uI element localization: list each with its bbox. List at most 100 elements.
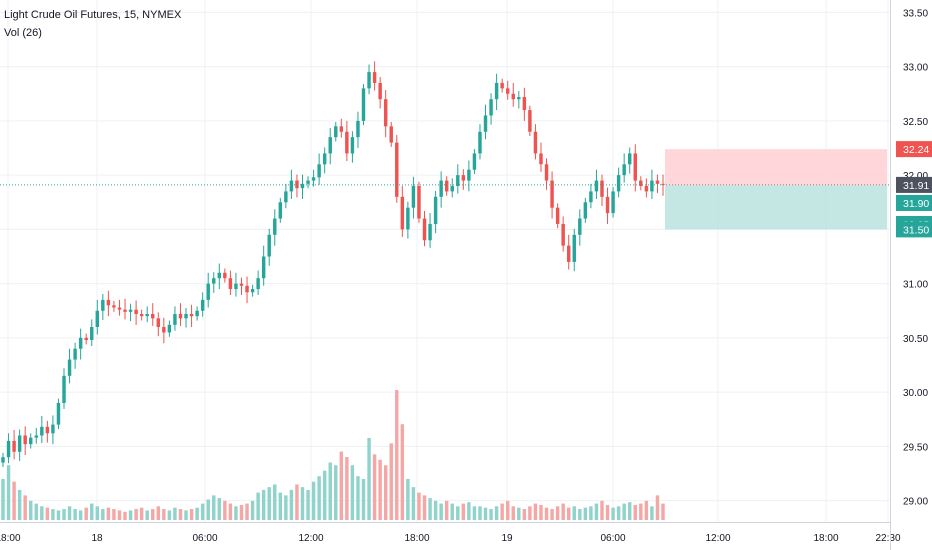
candle-body (101, 299, 105, 311)
volume-bar (189, 509, 194, 520)
candle-body (106, 299, 111, 306)
candle-body (378, 82, 382, 100)
stop-loss-zone (665, 149, 887, 186)
candle-body (139, 313, 144, 317)
volume-bar (628, 502, 632, 520)
candle-body (450, 185, 454, 192)
volume-bar (212, 495, 216, 520)
symbol-legend: Light Crude Oil Futures, 15, NYMEX (4, 9, 182, 21)
axis-price-label-last: 31.91 (903, 180, 929, 192)
volume-bar (62, 509, 66, 520)
volume-bar (511, 506, 515, 520)
volume-bar (417, 492, 421, 520)
candle-body (411, 185, 416, 208)
candle-body (428, 223, 432, 241)
volume-bar (555, 506, 560, 520)
candle-body (539, 153, 543, 165)
time-tick-label: 18:00 (404, 533, 429, 544)
axis-price-label-stop: 32.24 (903, 144, 929, 156)
candle-body (284, 191, 288, 203)
volume-bar (345, 457, 349, 520)
volume-bar (533, 503, 538, 520)
candle-body (73, 348, 77, 360)
time-tick-label: 22:30 (875, 533, 900, 544)
price-tick-label: 33.50 (903, 8, 928, 19)
volume-legend: Vol (26) (4, 27, 42, 39)
candle-body (78, 337, 83, 349)
volume-bar (383, 465, 388, 520)
volume-bar (578, 509, 582, 520)
candle-body (311, 177, 316, 181)
volume-bar (317, 476, 321, 520)
price-tick-label: 29.50 (903, 442, 928, 453)
volume-bar (228, 503, 233, 520)
candle-body (200, 299, 205, 311)
volume-bar (40, 506, 44, 520)
candle-body (62, 375, 66, 403)
candle-body (1, 457, 5, 463)
volume-bar (117, 510, 122, 520)
volume-bar (372, 454, 377, 520)
candle-body (117, 307, 122, 310)
candle-body (278, 202, 283, 219)
volume-bar (328, 462, 332, 520)
candle-body (12, 440, 16, 452)
candle-body (51, 424, 55, 434)
time-tick-label: 12:00 (298, 533, 323, 544)
volume-bar (106, 507, 111, 520)
candle-body (45, 426, 50, 434)
candle-body (622, 164, 626, 176)
candle-body (350, 137, 355, 154)
candle-body (406, 207, 410, 230)
candle-body (395, 142, 399, 197)
volume-bar (239, 504, 244, 520)
volume-bar (95, 506, 100, 520)
axis-price-label-target: 31.50 (903, 224, 929, 236)
candle-body (239, 283, 244, 286)
volume-bar (444, 500, 449, 520)
candle-body (589, 191, 593, 203)
candle-body (134, 309, 138, 314)
candle-body (616, 175, 621, 192)
candle-body (517, 97, 521, 100)
volume-bar (478, 506, 482, 520)
candle-body (605, 196, 610, 214)
candle-body (544, 164, 549, 181)
candle-body (295, 180, 299, 189)
volume-bar (350, 465, 355, 520)
volume-bar (406, 478, 410, 520)
volume-bar (334, 465, 338, 520)
volume-bar (356, 476, 360, 520)
volume-bar (483, 507, 488, 520)
volume-bar (633, 504, 637, 520)
candle-body (628, 153, 632, 165)
candle-body (661, 183, 665, 185)
time-tick-label: 19 (501, 533, 513, 544)
candle-body (23, 435, 27, 445)
volume-bar (539, 504, 543, 520)
candle-body (611, 191, 615, 214)
candle-body (167, 324, 172, 333)
volume-bar (339, 451, 344, 520)
candle-body (34, 435, 38, 438)
volume-bar (489, 509, 493, 520)
candle-body (95, 310, 100, 328)
candle-body (162, 327, 166, 333)
volume-bar (151, 509, 155, 520)
price-tick-label: 32.50 (903, 117, 928, 128)
candle-body (372, 72, 377, 83)
volume-bar (167, 510, 172, 520)
time-tick-label: 06:00 (192, 533, 217, 544)
candle-body (112, 305, 116, 308)
candle-body (217, 272, 222, 279)
candle-body (184, 313, 188, 319)
candle-body (267, 234, 271, 257)
candle-body (206, 283, 210, 300)
volume-bar (661, 503, 665, 520)
candle-body (555, 207, 560, 224)
volume-bar (278, 492, 283, 520)
volume-bar (284, 495, 288, 520)
candle-body (356, 120, 360, 138)
